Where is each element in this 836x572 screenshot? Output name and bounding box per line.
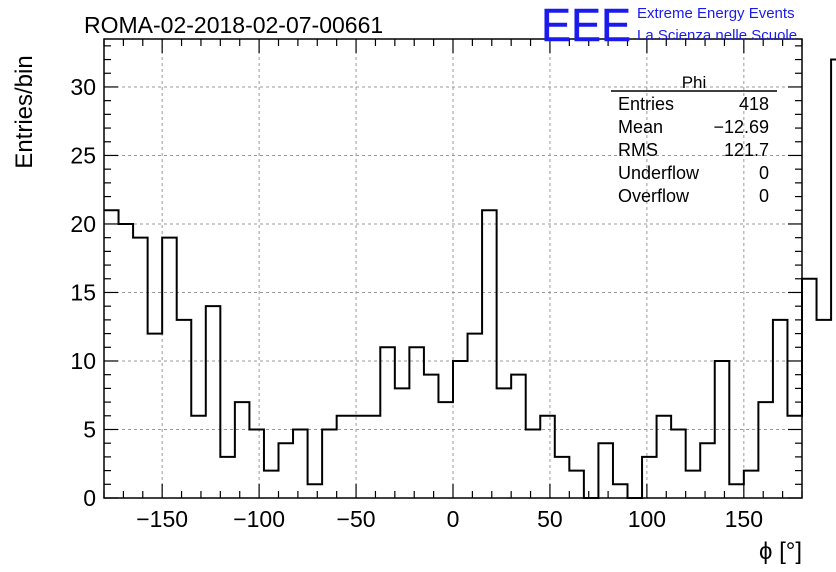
histogram-bin	[700, 443, 715, 498]
histogram-bin	[497, 388, 512, 498]
histogram-bin	[744, 471, 759, 498]
stats-value: −12.69	[713, 117, 769, 137]
x-tick-label: 50	[537, 506, 563, 532]
run-title: ROMA-02-2018-02-07-00661	[84, 12, 383, 38]
histogram-bin	[526, 429, 541, 498]
histogram-bin	[540, 416, 555, 498]
x-tick-label: 100	[628, 506, 666, 532]
histogram-bin	[351, 416, 366, 498]
histogram-bin	[206, 306, 221, 498]
histogram-bin	[511, 375, 526, 498]
histogram-bin	[104, 210, 119, 498]
histogram-bin	[264, 471, 279, 498]
histogram-bin	[729, 484, 744, 498]
histogram-bin	[482, 210, 497, 498]
histogram-bin	[366, 416, 381, 498]
y-axis-label: Entries/bin	[11, 55, 38, 168]
y-tick-label: 15	[70, 279, 96, 305]
stats-value: 0	[759, 186, 769, 206]
y-tick-label: 5	[83, 416, 96, 442]
histogram-bin	[613, 484, 628, 498]
x-tick-label: −100	[233, 506, 285, 532]
eee-logo: EEE Extreme Energy Events La Scienza nel…	[541, 0, 797, 51]
tick-marks: −150 −100 −50 0 50 100 150 0 5 10 15 20 25 30	[70, 39, 803, 532]
stats-value: 418	[739, 94, 769, 114]
stats-value: 121.7	[724, 140, 769, 160]
stats-label: Overflow	[618, 186, 690, 206]
x-tick-label: −150	[136, 506, 188, 532]
eee-logo-line2: La Scienza nelle Scuole	[637, 27, 797, 44]
stats-label: Mean	[618, 117, 663, 137]
y-tick-label: 30	[70, 74, 96, 100]
y-tick-label: 0	[83, 485, 96, 511]
x-axis-label: ϕ [°]	[759, 538, 802, 565]
eee-logo-line1: Extreme Energy Events	[637, 5, 795, 22]
stats-box-name: Phi	[682, 73, 707, 92]
histogram-bin	[249, 429, 264, 498]
histogram-bin	[686, 471, 701, 498]
stats-label: Entries	[618, 94, 674, 114]
histogram-bin	[598, 443, 613, 498]
histogram-bin	[569, 471, 584, 498]
eee-logo-text: EEE	[541, 0, 631, 51]
y-tick-label: 20	[70, 211, 96, 237]
histogram-bin	[424, 375, 439, 498]
histogram-bin	[817, 320, 832, 498]
histogram-bin	[409, 347, 424, 498]
x-tick-label: 0	[447, 506, 460, 532]
histogram-bin	[395, 388, 410, 498]
histogram-bin	[148, 334, 163, 498]
histogram-bin	[162, 238, 177, 498]
histogram-bin	[555, 457, 570, 498]
grid-lines	[104, 39, 802, 498]
stats-box: Phi Entries 418 Mean −12.69 RMS 121.7 Underflo…	[611, 73, 777, 206]
histogram-bin	[671, 429, 686, 498]
histogram-bin	[337, 416, 352, 498]
x-tick-label: 150	[725, 506, 763, 532]
histogram-bin	[235, 402, 250, 498]
y-tick-label: 25	[70, 142, 96, 168]
histogram-bin	[279, 443, 294, 498]
histogram-bin	[438, 402, 453, 498]
histogram-bin	[133, 238, 148, 498]
histogram-bin	[177, 320, 192, 498]
y-tick-label: 10	[70, 348, 96, 374]
histogram-bin	[657, 416, 672, 498]
histogram-bin	[293, 429, 308, 498]
stats-value: 0	[759, 163, 769, 183]
histogram-outline	[104, 58, 836, 499]
stats-label: RMS	[618, 140, 658, 160]
histogram-bin	[380, 347, 395, 498]
histogram-bin	[773, 320, 788, 498]
histogram-bin	[308, 484, 323, 498]
histogram-bin	[191, 416, 206, 498]
histogram-bin	[758, 402, 773, 498]
histogram-bin	[642, 457, 657, 498]
histogram-bin	[322, 429, 337, 498]
x-tick-label: −50	[337, 506, 376, 532]
histogram-bin	[468, 334, 483, 498]
stats-label: Underflow	[618, 163, 700, 183]
histogram-bin	[220, 457, 235, 498]
histogram-bin	[802, 279, 817, 498]
